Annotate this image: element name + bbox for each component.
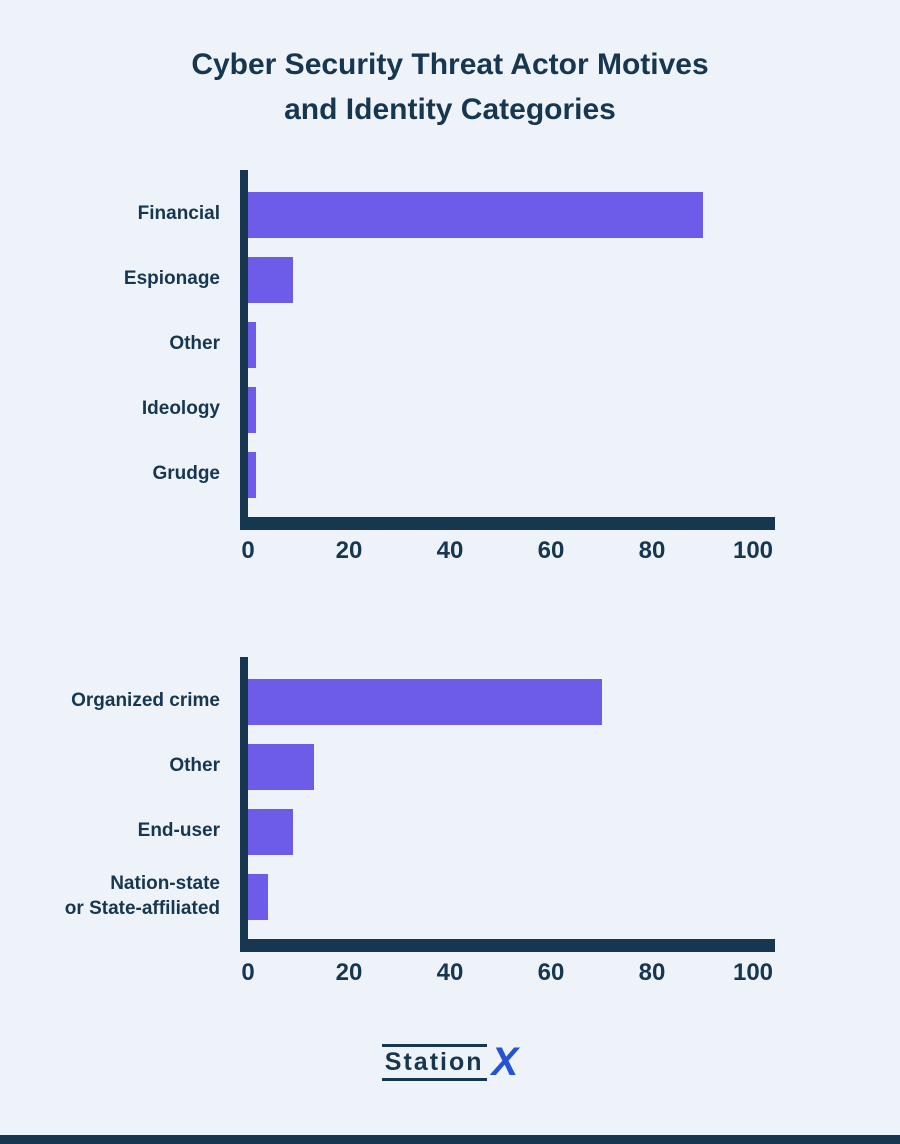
category-label: Espionage [123, 268, 220, 290]
bar [248, 256, 294, 303]
identity-bar-chart: Organized crime Other End-user Nation-state… [0, 657, 900, 996]
chart-row: Other [0, 734, 900, 799]
bar [248, 808, 294, 855]
chart-rows: Financial Espionage Other Ideology Grudge [0, 170, 900, 517]
chart-row: Espionage [0, 247, 900, 312]
x-axis-ticks: 0 20 40 60 80 100 [241, 952, 773, 996]
chart-row: Other [0, 312, 900, 377]
category-label: Financial [137, 203, 220, 225]
x-axis-ticks: 0 20 40 60 80 100 [241, 530, 773, 574]
bar-track [248, 678, 753, 725]
bar [248, 321, 256, 368]
bar-track [248, 321, 753, 368]
bar [248, 678, 602, 725]
x-axis-line [240, 939, 775, 952]
x-tick-label: 80 [638, 537, 666, 564]
x-axis-line [240, 517, 775, 530]
bar-track [248, 743, 753, 790]
category-label: Organized crime [71, 690, 220, 712]
logo-line-top [381, 1043, 487, 1047]
chart-row: End-user [0, 799, 900, 864]
x-tick-label: 60 [537, 959, 565, 986]
category-label: Ideology [141, 398, 220, 420]
chart-row: Organized crime [0, 669, 900, 734]
bar-track [248, 808, 753, 855]
bar-track [248, 451, 753, 498]
x-tick-label: 0 [241, 537, 255, 564]
logo-x-mark: X [491, 1040, 519, 1084]
stationx-logo: Station X [0, 1042, 900, 1082]
category-label: Grudge [152, 463, 220, 485]
x-tick-label: 60 [537, 537, 565, 564]
chart-row: Grudge [0, 442, 900, 507]
bar [248, 451, 256, 498]
category-label: End-user [137, 820, 220, 842]
category-label: Other [169, 333, 220, 355]
chart-row: Financial [0, 182, 900, 247]
x-tick-label: 0 [241, 959, 255, 986]
bar-track [248, 191, 753, 238]
logo-text: Station [384, 1047, 484, 1076]
x-tick-label: 40 [436, 959, 464, 986]
title-line-2: and Identity Categories [284, 93, 616, 126]
logo-wordmark: Station [381, 1043, 487, 1081]
bar [248, 743, 314, 790]
title-line-1: Cyber Security Threat Actor Motives [191, 48, 709, 81]
logo-line-bottom [381, 1077, 487, 1081]
bar [248, 873, 269, 920]
footer-bar [0, 1135, 900, 1144]
chart-row: Ideology [0, 377, 900, 442]
bar [248, 191, 703, 238]
x-tick-label: 80 [638, 959, 666, 986]
bar [248, 386, 256, 433]
x-tick-label: 100 [732, 959, 774, 986]
bar-track [248, 386, 753, 433]
chart-row: Nation-state or State-affiliated [0, 864, 900, 929]
bar-track [248, 873, 753, 920]
chart-rows: Organized crime Other End-user Nation-state… [0, 657, 900, 939]
category-label: Other [169, 755, 220, 777]
x-tick-label: 20 [335, 537, 363, 564]
category-label: Nation-state or State-affiliated [64, 872, 220, 919]
x-tick-label: 20 [335, 959, 363, 986]
x-tick-label: 100 [732, 537, 774, 564]
x-tick-label: 40 [436, 537, 464, 564]
page-title: Cyber Security Threat Actor Motives and … [0, 0, 900, 132]
motives-bar-chart: Financial Espionage Other Ideology Grudge 0 2… [0, 170, 900, 574]
bar-track [248, 256, 753, 303]
